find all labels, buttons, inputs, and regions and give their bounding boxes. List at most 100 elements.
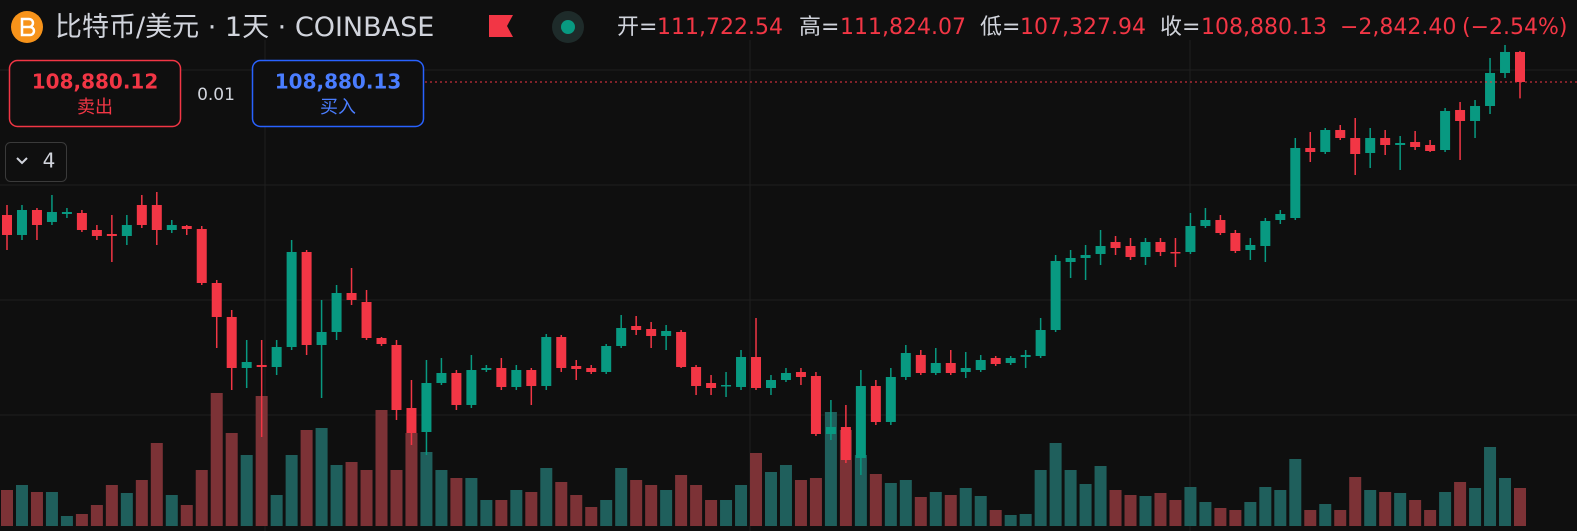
volume-bar bbox=[600, 500, 613, 526]
volume-bar bbox=[1049, 443, 1062, 526]
candle-body bbox=[1290, 147, 1301, 219]
volume-bar bbox=[1154, 493, 1167, 526]
candle-body bbox=[601, 345, 612, 372]
candle-body bbox=[541, 336, 552, 386]
volume-bar bbox=[1169, 500, 1182, 526]
candle-body bbox=[286, 251, 297, 347]
volume-bar bbox=[1274, 490, 1287, 526]
candle-body bbox=[346, 292, 357, 300]
volume-bar bbox=[1004, 515, 1017, 526]
volume-bar bbox=[1094, 466, 1107, 526]
candle-body bbox=[1500, 51, 1511, 73]
ohlc-label: 高= bbox=[799, 15, 839, 40]
separator: · bbox=[208, 12, 217, 43]
ohlc-value: 107,327.94 bbox=[1020, 15, 1146, 40]
volume-bar bbox=[105, 485, 118, 526]
candle-body bbox=[1335, 129, 1346, 139]
candle-body bbox=[661, 330, 672, 336]
candle-body bbox=[361, 301, 372, 339]
volume-bar bbox=[929, 492, 942, 526]
volume-bar bbox=[1439, 492, 1452, 526]
indicator-count: 4 bbox=[43, 149, 56, 173]
candle-body bbox=[526, 369, 537, 386]
volume-bar bbox=[1319, 504, 1332, 526]
volume-bar bbox=[330, 465, 343, 526]
volume-bar bbox=[540, 468, 553, 526]
volume-bar bbox=[735, 485, 748, 526]
volume-bar bbox=[285, 455, 298, 526]
candle-body bbox=[1485, 72, 1496, 106]
candle-body bbox=[1380, 138, 1391, 145]
volume-bar bbox=[824, 412, 837, 526]
volume-bar bbox=[30, 492, 43, 526]
volume-bar bbox=[570, 495, 583, 526]
sell-button[interactable] bbox=[8, 59, 182, 128]
volume-bar bbox=[1109, 490, 1122, 526]
candle-body bbox=[76, 212, 87, 230]
candle-body bbox=[1470, 105, 1481, 122]
volume-bar bbox=[1289, 459, 1302, 526]
volume-bar bbox=[1184, 487, 1197, 526]
candle-body bbox=[1305, 147, 1316, 152]
candle-body bbox=[1155, 241, 1166, 252]
candle-body bbox=[736, 356, 747, 387]
candle-body bbox=[31, 209, 42, 226]
candle-body bbox=[211, 282, 222, 317]
volume-bar bbox=[989, 510, 1002, 526]
chevron bbox=[16, 157, 28, 165]
volume-bar bbox=[1349, 477, 1362, 526]
candle-body bbox=[1275, 214, 1286, 220]
candle-body bbox=[256, 364, 267, 367]
candle-body bbox=[1455, 109, 1466, 122]
candle-body bbox=[1065, 257, 1076, 262]
volume-bar bbox=[225, 433, 238, 526]
volume-bar bbox=[450, 478, 463, 526]
candle-body bbox=[780, 372, 791, 380]
candle-body bbox=[1140, 241, 1151, 257]
flag-icon[interactable] bbox=[489, 15, 513, 37]
candle-body bbox=[331, 292, 342, 332]
volume-bar bbox=[974, 496, 987, 526]
candle-body bbox=[451, 372, 462, 405]
volume-bar bbox=[1394, 493, 1407, 526]
volume-bar bbox=[480, 500, 493, 526]
volume-bar bbox=[435, 470, 448, 526]
buy-button[interactable] bbox=[251, 59, 425, 128]
candle-body bbox=[616, 327, 627, 346]
ohlc-label: 收= bbox=[1160, 15, 1200, 40]
volume-bar bbox=[645, 485, 658, 526]
candle-body bbox=[1515, 51, 1525, 82]
candle-layer bbox=[2, 44, 1577, 475]
volume-bar bbox=[1019, 514, 1032, 526]
volume-bar bbox=[615, 468, 628, 526]
volume-bar bbox=[1139, 496, 1152, 526]
volume-bar bbox=[779, 465, 792, 526]
candle-body bbox=[511, 369, 522, 387]
volume-bar bbox=[675, 475, 688, 526]
candle-body bbox=[1215, 219, 1226, 233]
candle-body bbox=[2, 214, 12, 235]
volume-bar bbox=[750, 453, 763, 526]
candle-body bbox=[1035, 329, 1046, 356]
volume-bar bbox=[495, 500, 508, 526]
volume-bar bbox=[585, 507, 598, 526]
volume-bar bbox=[854, 455, 867, 526]
candle-body bbox=[765, 379, 776, 389]
volume-bar bbox=[1214, 508, 1227, 526]
candle-body bbox=[646, 328, 657, 336]
volume-bar bbox=[959, 488, 972, 526]
sell-price: 108,880.12 bbox=[32, 70, 159, 94]
candle-body bbox=[1425, 144, 1436, 152]
volume-bar bbox=[150, 443, 163, 526]
candle-body bbox=[1320, 129, 1331, 152]
volume-bar bbox=[869, 474, 882, 526]
candle-body bbox=[1245, 244, 1256, 250]
candle-body bbox=[106, 234, 117, 236]
volume-bar bbox=[15, 485, 28, 526]
volume-bar bbox=[1334, 510, 1347, 526]
status-dot bbox=[561, 20, 575, 34]
volume-bar bbox=[120, 493, 133, 526]
volume-bar bbox=[240, 455, 253, 526]
volume-bar bbox=[764, 472, 777, 526]
indicator-toggle[interactable] bbox=[5, 142, 67, 182]
